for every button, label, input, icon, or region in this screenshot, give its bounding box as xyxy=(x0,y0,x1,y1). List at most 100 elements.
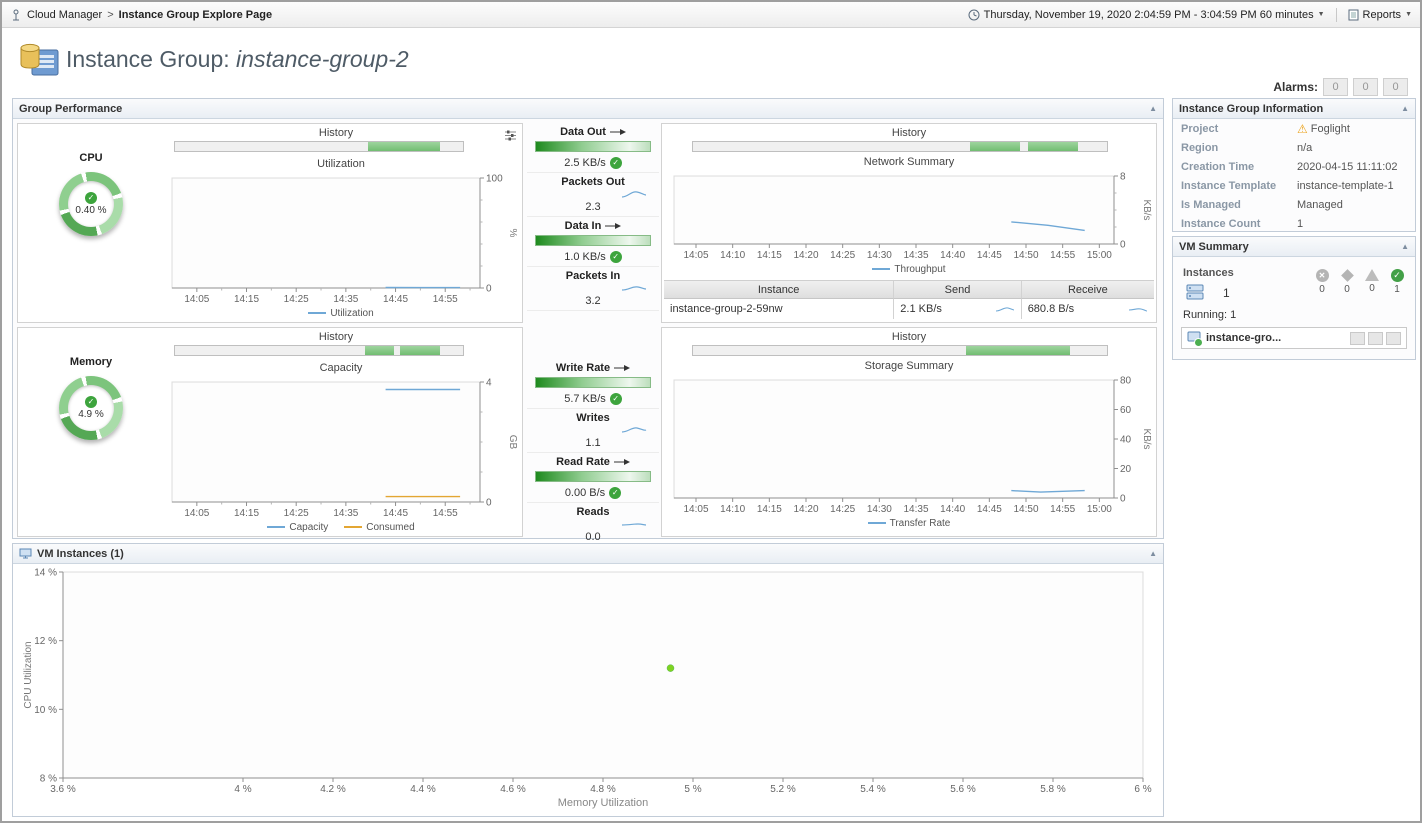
table-header-send[interactable]: Send xyxy=(894,281,1022,299)
svg-text:CPU Utilization: CPU Utilization xyxy=(23,641,34,708)
collapse-icon[interactable]: ▲ xyxy=(1401,104,1409,113)
warning-count: 0 xyxy=(1369,283,1375,294)
svg-text:8 %: 8 % xyxy=(40,774,57,785)
svg-text:14:35: 14:35 xyxy=(903,250,928,261)
vm-summary-body: Instances 1 ✕ 0 0 0 ✓ 1 Running: 1 instanc… xyxy=(1173,257,1415,359)
svg-text:0: 0 xyxy=(1120,240,1126,251)
metric-gradient-bar xyxy=(535,471,651,482)
metric-read-rate: Read Rate 0.00 B/s ✓ xyxy=(527,453,659,503)
svg-text:14:05: 14:05 xyxy=(683,504,708,515)
table-row[interactable]: instance-group-2-59nw 2.1 KB/s 680.8 B/s xyxy=(664,299,1154,319)
svg-text:14:45: 14:45 xyxy=(977,250,1002,261)
svg-text:14:25: 14:25 xyxy=(284,508,309,519)
memory-gauge-value: 4.9 % xyxy=(78,409,104,420)
collapse-icon[interactable]: ▲ xyxy=(1149,549,1157,558)
svg-text:GB: GB xyxy=(507,435,518,450)
fatal-count: 0 xyxy=(1319,284,1325,295)
info-row-creation-time: Creation Time 2020-04-15 11:11:02 xyxy=(1181,160,1398,173)
fatal-status-icon: ✕ xyxy=(1315,269,1329,282)
cpu-utilization-plot: 14:05 14:15 14:25 14:35 14:45 14:55 0 100% xyxy=(164,172,518,306)
time-range-icon xyxy=(968,9,980,21)
sparkline-icon xyxy=(621,427,647,433)
svg-text:14:35: 14:35 xyxy=(333,508,358,519)
time-range-selector[interactable]: Thursday, November 19, 2020 2:04:59 PM -… xyxy=(968,9,1325,21)
svg-text:14:10: 14:10 xyxy=(720,504,745,515)
metric-label: Read Rate xyxy=(556,456,610,468)
report-icon xyxy=(1348,9,1359,21)
instance-group-information-body: Project ⚠ Foglight Region n/a Creation Ti… xyxy=(1173,119,1415,231)
svg-text:15:00: 15:00 xyxy=(1087,250,1112,261)
chart-settings-icon[interactable] xyxy=(504,128,517,146)
breadcrumb: Cloud Manager > Instance Group Explore P… xyxy=(10,9,272,21)
panel-title: VM Instances (1) xyxy=(37,547,124,560)
svg-text:6 %: 6 % xyxy=(1134,784,1151,795)
info-row-instance-count: Instance Count 1 xyxy=(1181,217,1304,230)
svg-text:5.8 %: 5.8 % xyxy=(1040,784,1066,795)
breadcrumb-link-cloud-manager[interactable]: Cloud Manager xyxy=(27,8,103,21)
svg-text:10 %: 10 % xyxy=(34,705,57,716)
vm-scatter-chart: 3.6 % 4 % 4.2 % 4.4 % 4.6 % 4.8 % 5 % 5.2 % 5.4 … xyxy=(19,566,1157,814)
svg-text:14:05: 14:05 xyxy=(184,294,209,305)
sparkline-icon xyxy=(621,286,647,291)
chart-title: Utilization xyxy=(317,158,365,170)
critical-count: 0 xyxy=(1344,284,1350,295)
chart-legend: Capacity Consumed xyxy=(164,520,518,534)
svg-text:KB/s: KB/s xyxy=(1141,199,1152,220)
svg-text:20: 20 xyxy=(1120,464,1132,475)
metric-label: Packets In xyxy=(565,270,621,282)
alarm-count-critical[interactable]: 0 xyxy=(1353,78,1378,96)
table-header-instance[interactable]: Instance xyxy=(664,281,895,299)
svg-text:14:15: 14:15 xyxy=(234,508,259,519)
memory-history-bar xyxy=(174,345,464,356)
vm-instance-icon xyxy=(1187,331,1203,347)
collapse-icon[interactable]: ▲ xyxy=(1401,242,1409,251)
svg-text:14:15: 14:15 xyxy=(757,250,782,261)
cpu-gauge-zone: CPU ✓ 0.40 % xyxy=(18,152,164,236)
svg-text:14:45: 14:45 xyxy=(977,504,1002,515)
svg-text:KB/s: KB/s xyxy=(1141,428,1152,449)
svg-text:40: 40 xyxy=(1120,435,1132,446)
warning-status-icon xyxy=(1365,269,1379,281)
sparkline-icon xyxy=(995,307,1014,312)
running-badge-icon xyxy=(1194,338,1203,347)
svg-text:14:50: 14:50 xyxy=(1013,504,1038,515)
svg-text:14:50: 14:50 xyxy=(1013,250,1038,261)
metric-reads: Reads 0.0 xyxy=(527,503,659,547)
reports-menu[interactable]: Reports ▼ xyxy=(1348,9,1412,21)
svg-text:14:40: 14:40 xyxy=(940,250,965,261)
chart-legend: Utilization xyxy=(164,306,518,320)
sparkline-icon xyxy=(621,191,647,198)
alarms-label: Alarms: xyxy=(1273,80,1318,94)
storage-history-bar xyxy=(692,345,1108,356)
chart-title: Capacity xyxy=(319,362,363,374)
status-summary: ✕ 0 0 0 ✓ 1 xyxy=(1314,269,1405,295)
svg-text:14:55: 14:55 xyxy=(433,294,458,305)
alarm-count-warning[interactable]: 0 xyxy=(1383,78,1408,96)
alarm-count-fatal[interactable]: 0 xyxy=(1323,78,1348,96)
trend-arrow-icon xyxy=(614,365,631,371)
normal-count: 1 xyxy=(1394,284,1400,295)
warning-icon: ⚠ xyxy=(1297,121,1308,136)
metric-value: 3.2 xyxy=(585,295,601,307)
metric-write-rate: Write Rate 5.7 KB/s ✓ xyxy=(527,359,659,409)
vm-instances-header: VM Instances (1) ▲ xyxy=(13,544,1163,564)
storage-summary-plot: 14:05 14:10 14:15 14:20 14:25 14:30 14:35 14:40… xyxy=(666,374,1152,516)
metric-data-in: Data In 1.0 KB/s ✓ xyxy=(527,217,659,267)
instance-list-item[interactable]: instance-gro... xyxy=(1181,327,1407,349)
gauge-label: CPU xyxy=(79,152,103,164)
svg-text:3.6 %: 3.6 % xyxy=(50,784,76,795)
collapse-icon[interactable]: ▲ xyxy=(1149,104,1157,113)
svg-text:14:25: 14:25 xyxy=(284,294,309,305)
svg-text:60: 60 xyxy=(1120,405,1132,416)
svg-text:14:25: 14:25 xyxy=(830,250,855,261)
memory-gauge-zone: Memory ✓ 4.9 % xyxy=(18,356,164,440)
table-header-receive[interactable]: Receive xyxy=(1021,281,1154,299)
svg-text:14:30: 14:30 xyxy=(867,250,892,261)
chevron-down-icon: ▼ xyxy=(1317,11,1325,18)
memory-capacity-chart: Capacity 14:05 14:15 14:25 14:35 14:45 14:55 0… xyxy=(164,362,518,534)
svg-text:14:05: 14:05 xyxy=(683,250,708,261)
history-label: History xyxy=(891,127,927,139)
svg-text:14:55: 14:55 xyxy=(1050,250,1075,261)
history-label: History xyxy=(318,331,354,343)
